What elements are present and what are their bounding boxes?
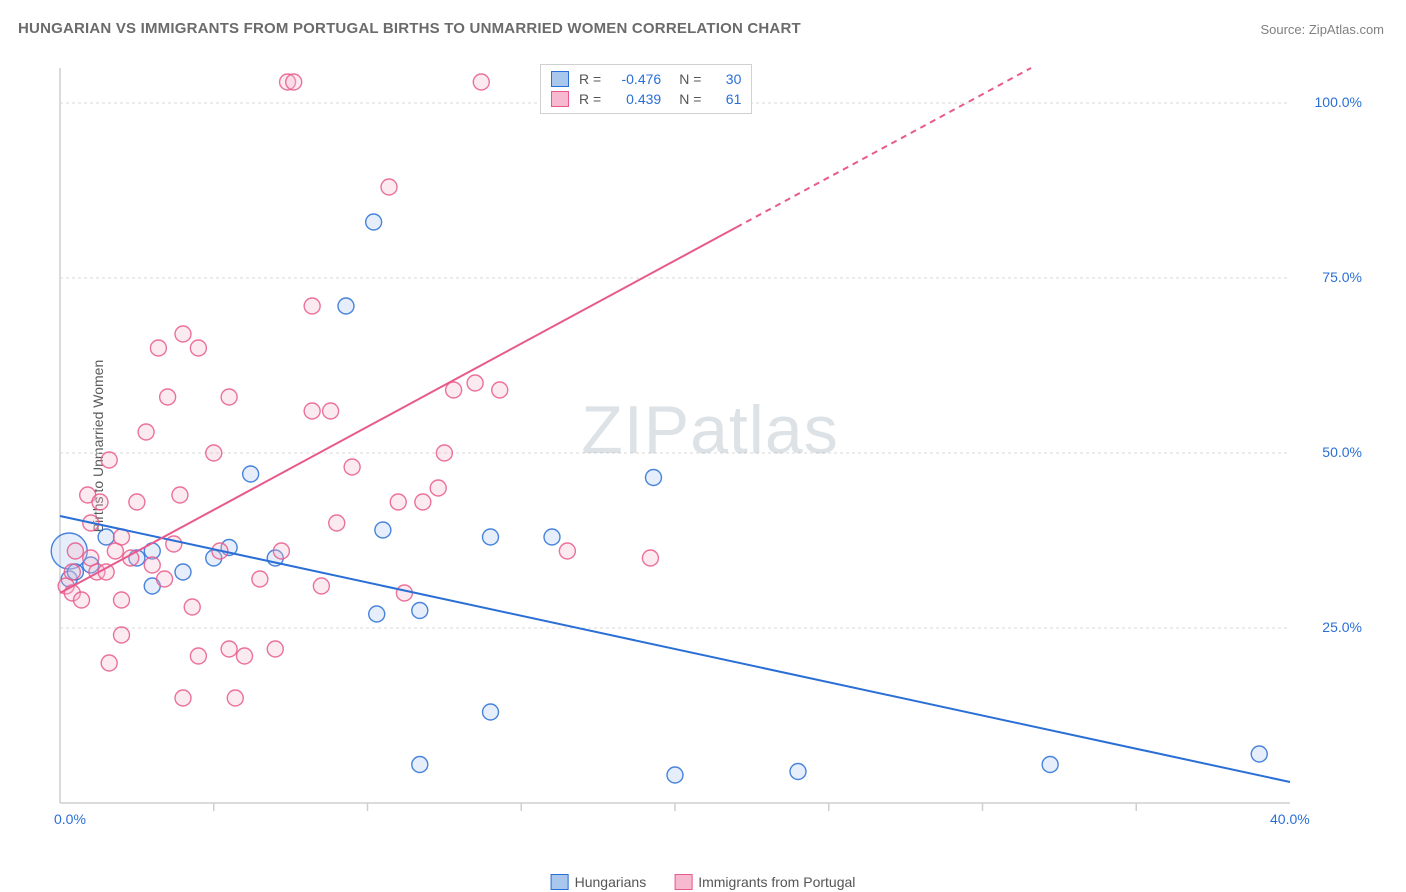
legend-swatch <box>674 874 692 890</box>
bottom-legend: Hungarians Immigrants from Portugal <box>551 874 856 890</box>
n-label: N = <box>679 71 701 87</box>
scatter-chart-svg <box>50 58 1370 833</box>
stats-legend-row: R = 0.439 N = 61 <box>551 89 741 109</box>
legend-swatch <box>551 71 569 87</box>
n-label: N = <box>679 91 701 107</box>
y-tick-label: 100.0% <box>1315 94 1362 110</box>
y-tick-label: 50.0% <box>1322 444 1362 460</box>
legend-series-label: Immigrants from Portugal <box>698 874 855 890</box>
chart-title: HUNGARIAN VS IMMIGRANTS FROM PORTUGAL BI… <box>18 20 801 37</box>
x-tick-label: 0.0% <box>54 811 86 827</box>
legend-swatch <box>551 91 569 107</box>
legend-swatch <box>551 874 569 890</box>
n-value: 30 <box>711 71 741 87</box>
plot-area: ZIPatlas R =-0.476N =30R =0.439N =61 25.… <box>50 58 1370 833</box>
r-value: 0.439 <box>611 91 661 107</box>
y-tick-label: 75.0% <box>1322 269 1362 285</box>
r-label: R = <box>579 71 601 87</box>
n-value: 61 <box>711 91 741 107</box>
y-tick-label: 25.0% <box>1322 619 1362 635</box>
r-label: R = <box>579 91 601 107</box>
x-tick-label: 40.0% <box>1270 811 1310 827</box>
stats-legend-row: R = -0.476 N = 30 <box>551 69 741 89</box>
stats-legend: R = -0.476 N = 30 R = 0.439 N = 61 <box>540 64 752 114</box>
source-attribution: Source: ZipAtlas.com <box>1260 22 1384 37</box>
bottom-legend-item: Immigrants from Portugal <box>674 874 855 890</box>
bottom-legend-item: Hungarians <box>551 874 647 890</box>
legend-series-label: Hungarians <box>575 874 647 890</box>
r-value: -0.476 <box>611 71 661 87</box>
